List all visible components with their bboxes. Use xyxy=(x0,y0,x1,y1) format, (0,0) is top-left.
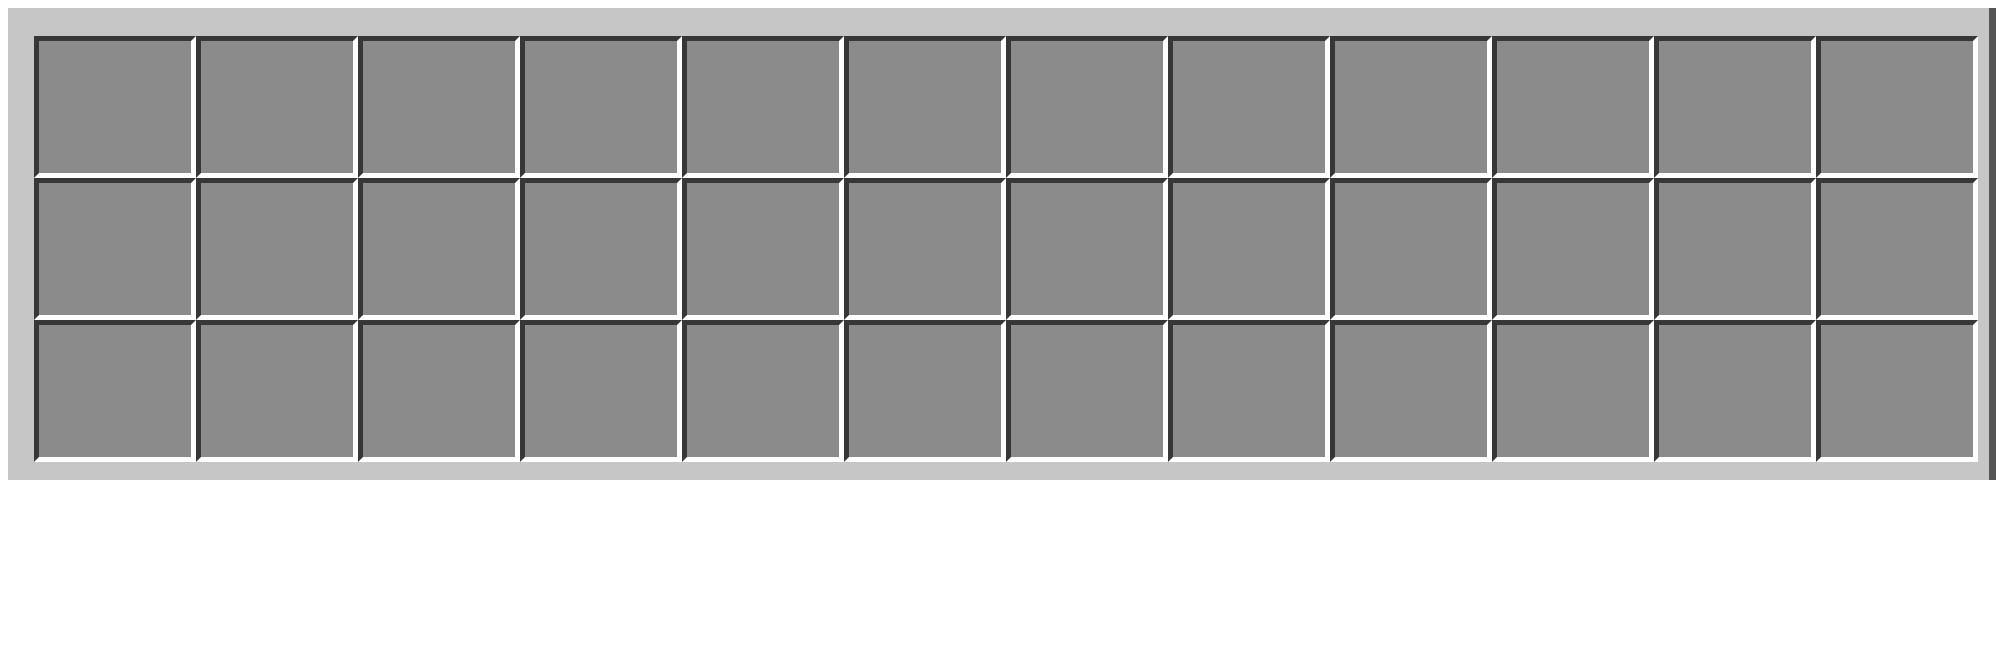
inventory-slot[interactable] xyxy=(1654,178,1816,320)
inventory-slot[interactable] xyxy=(1168,178,1330,320)
inventory-slot[interactable] xyxy=(1816,36,1978,178)
inventory-slot[interactable] xyxy=(196,36,358,178)
inventory-slot[interactable] xyxy=(1654,36,1816,178)
inventory-slot[interactable] xyxy=(1330,36,1492,178)
inventory-slot[interactable] xyxy=(682,36,844,178)
inventory-slot[interactable] xyxy=(1006,36,1168,178)
inventory-slot[interactable] xyxy=(196,320,358,462)
inventory-slot[interactable] xyxy=(1492,320,1654,462)
inventory-slot[interactable] xyxy=(844,36,1006,178)
inventory-slot[interactable] xyxy=(1654,320,1816,462)
inventory-slot[interactable] xyxy=(520,178,682,320)
inventory-slot-grid xyxy=(34,36,1978,462)
inventory-slot[interactable] xyxy=(358,36,520,178)
inventory-slot[interactable] xyxy=(1330,320,1492,462)
inventory-slot[interactable] xyxy=(520,320,682,462)
inventory-slot[interactable] xyxy=(34,320,196,462)
inventory-slot[interactable] xyxy=(358,320,520,462)
inventory-slot[interactable] xyxy=(34,178,196,320)
inventory-slot[interactable] xyxy=(1492,36,1654,178)
inventory-slot[interactable] xyxy=(1006,178,1168,320)
inventory-slot[interactable] xyxy=(844,178,1006,320)
inventory-slot[interactable] xyxy=(520,36,682,178)
inventory-slot[interactable] xyxy=(682,178,844,320)
inventory-slot[interactable] xyxy=(358,178,520,320)
inventory-slot[interactable] xyxy=(1492,178,1654,320)
inventory-panel xyxy=(8,8,1996,480)
inventory-slot[interactable] xyxy=(1330,178,1492,320)
inventory-slot[interactable] xyxy=(1816,320,1978,462)
inventory-slot[interactable] xyxy=(1168,320,1330,462)
inventory-slot[interactable] xyxy=(682,320,844,462)
inventory-slot[interactable] xyxy=(844,320,1006,462)
inventory-slot[interactable] xyxy=(196,178,358,320)
inventory-slot[interactable] xyxy=(1816,178,1978,320)
inventory-slot[interactable] xyxy=(34,36,196,178)
inventory-slot[interactable] xyxy=(1006,320,1168,462)
inventory-slot[interactable] xyxy=(1168,36,1330,178)
